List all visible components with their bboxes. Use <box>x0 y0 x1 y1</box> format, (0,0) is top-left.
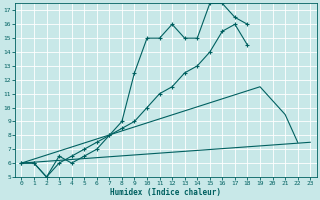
X-axis label: Humidex (Indice chaleur): Humidex (Indice chaleur) <box>110 188 221 197</box>
